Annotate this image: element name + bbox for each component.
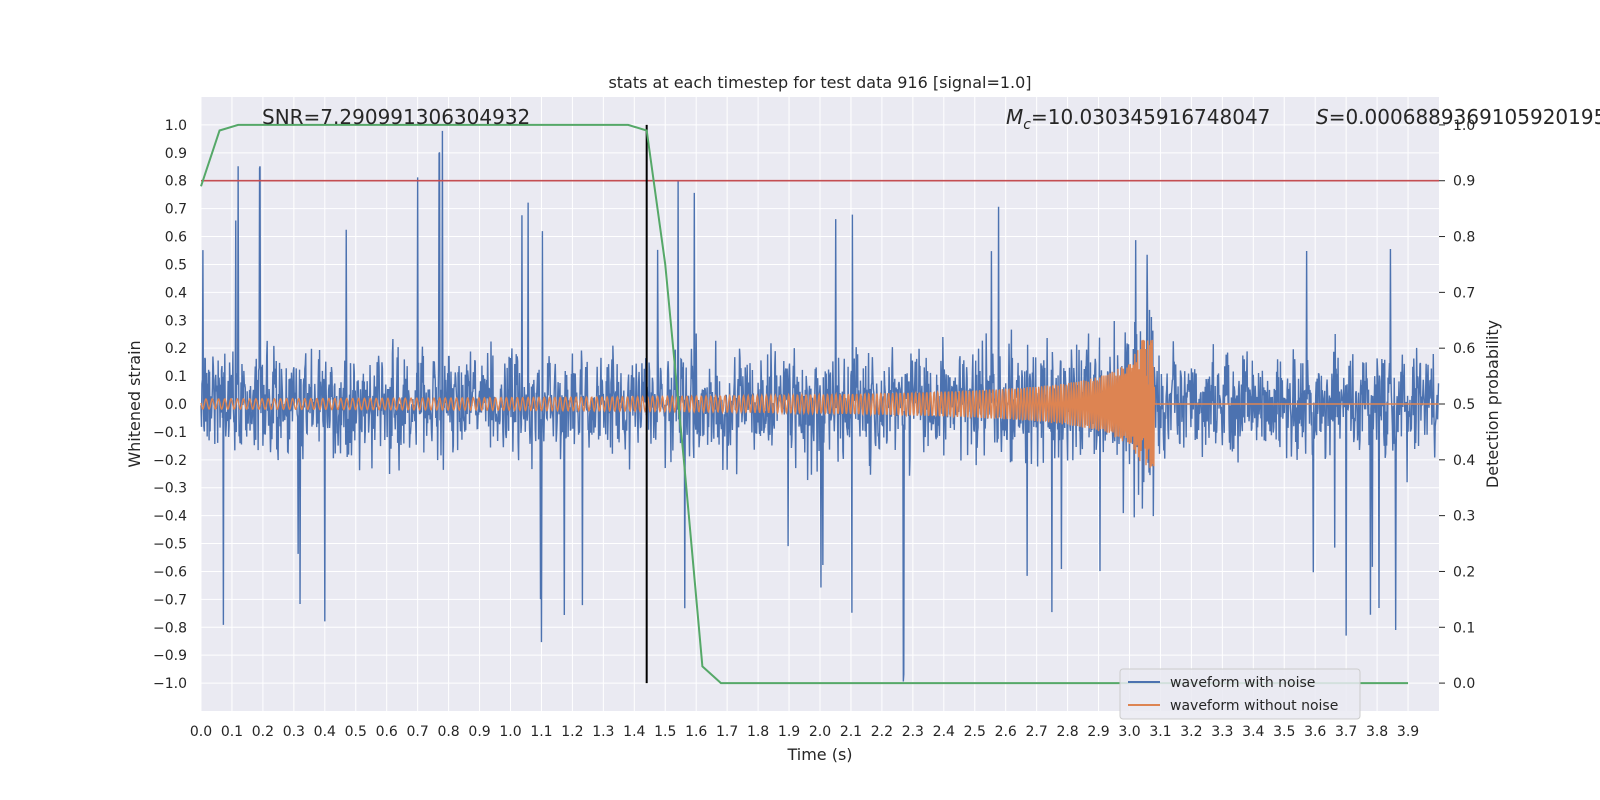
x-tick-label: 3.6: [1304, 724, 1326, 740]
y-tick-label-left: 0.7: [165, 202, 187, 218]
x-tick-label: 2.0: [809, 724, 831, 740]
x-tick-label: 2.6: [995, 724, 1017, 740]
x-tick-label: 0.2: [252, 724, 274, 740]
waveform-without-noise-line: [200, 339, 1439, 468]
legend: waveform with noise waveform without noi…: [1119, 668, 1361, 720]
y-tick-label-left: −0.7: [153, 592, 187, 608]
y-tick-label-right: 0.3: [1453, 509, 1475, 525]
x-tick-label: 3.8: [1366, 724, 1388, 740]
y-tick-label-left: −0.8: [153, 620, 187, 636]
y-tick-label-right: 0.5: [1453, 397, 1475, 413]
x-tick-label: 0.9: [468, 724, 490, 740]
y-tick-label-left: 0.0: [165, 397, 187, 413]
x-tick-label: 3.9: [1397, 724, 1419, 740]
mc-value: =10.030345916748047: [1031, 105, 1270, 129]
x-tick-label: 0.0: [190, 724, 212, 740]
y-tick-label-left: 0.3: [165, 313, 187, 329]
x-tick-label: 1.8: [747, 724, 769, 740]
y-tick-label-left: −1.0: [153, 676, 187, 692]
x-tick-label: 3.4: [1242, 724, 1264, 740]
y-axis-label-left: Whitened strain: [125, 340, 144, 467]
x-tick-label: 1.7: [716, 724, 738, 740]
y-tick-label-left: −0.9: [153, 648, 187, 664]
x-tick-label: 2.7: [1026, 724, 1048, 740]
legend-label-noise: waveform with noise: [1170, 675, 1315, 691]
y-tick-label-left: 0.1: [165, 369, 187, 385]
y-tick-label-left: −0.6: [153, 564, 187, 580]
x-tick-label: 2.8: [1056, 724, 1078, 740]
y-tick-label-left: 0.2: [165, 341, 187, 357]
y-tick-label-left: 0.8: [165, 174, 187, 190]
x-tick-label: 3.5: [1273, 724, 1295, 740]
waveform-with-noise-line: [200, 130, 1440, 682]
x-tick-label: 2.9: [1087, 724, 1109, 740]
detection-probability-line: [200, 123, 1409, 685]
x-tick-label: 1.2: [561, 724, 583, 740]
x-tick-label: 0.7: [407, 724, 429, 740]
x-tick-label: 1.4: [623, 724, 645, 740]
waveform-without-noise-series: [200, 339, 1439, 468]
x-tick-label: 3.0: [1118, 724, 1140, 740]
x-tick-label: 1.9: [778, 724, 800, 740]
y-tick-label-right: 1.0: [1453, 118, 1475, 134]
legend-box: [1119, 668, 1361, 720]
x-tick-label: 2.4: [933, 724, 955, 740]
x-tick-label: 0.4: [314, 724, 336, 740]
s-label: S: [1316, 105, 1329, 129]
x-tick-label: 1.0: [499, 724, 521, 740]
y-tick-label-right: 0.7: [1453, 285, 1475, 301]
waveform-with-noise-series: [200, 130, 1440, 682]
y-tick-label-left: −0.4: [153, 509, 187, 525]
s-annotation: S=0.0006889369105920195: [1316, 105, 1600, 129]
x-tick-label: 3.3: [1211, 724, 1233, 740]
overlays: [200, 123, 1439, 685]
s-value: =0.0006889369105920195: [1329, 105, 1600, 129]
x-tick-label: 2.2: [871, 724, 893, 740]
x-tick-label: 2.3: [902, 724, 924, 740]
x-tick-label: 0.8: [437, 724, 459, 740]
y-tick-label-left: 1.0: [165, 118, 187, 134]
x-tick-label: 0.5: [345, 724, 367, 740]
x-tick-label: 0.3: [283, 724, 305, 740]
y-tick-label-left: −0.2: [153, 453, 187, 469]
mc-label: M: [1006, 105, 1023, 129]
tick-labels: 0.0 0.1 0.2 0.3 0.4 0.5 0.6 0.7 0.8 0.9 1.0 1.1 1.2 1…: [153, 118, 1475, 740]
y-tick-label-right: 0.9: [1453, 174, 1475, 190]
legend-label-clean: waveform without noise: [1170, 698, 1338, 714]
y-tick-label-right: 0.4: [1453, 453, 1475, 469]
y-tick-label-left: 0.5: [165, 257, 187, 273]
x-axis-label: Time (s): [786, 745, 852, 764]
y-tick-label-right: 0.0: [1453, 676, 1475, 692]
y-tick-label-left: 0.9: [165, 146, 187, 162]
x-tick-label: 0.6: [376, 724, 398, 740]
y-tick-label-left: 0.6: [165, 230, 187, 246]
y-tick-label-right: 0.2: [1453, 564, 1475, 580]
x-tick-label: 3.1: [1149, 724, 1171, 740]
x-tick-label: 1.1: [530, 724, 552, 740]
x-tick-label: 1.6: [685, 724, 707, 740]
y-tick-label-right: 0.1: [1453, 620, 1475, 636]
y-tick-label-left: −0.5: [153, 537, 187, 553]
x-tick-label: 3.2: [1180, 724, 1202, 740]
y-tick-label-right: 0.8: [1453, 230, 1475, 246]
chirp-mass-annotation: Mc=10.030345916748047: [1006, 105, 1270, 133]
y-tick-label-left: 0.4: [165, 285, 187, 301]
y-tick-label-right: 0.6: [1453, 341, 1475, 357]
chart-title: stats at each timestep for test data 916…: [608, 73, 1031, 92]
x-tick-label: 2.5: [964, 724, 986, 740]
y-tick-label-left: −0.1: [153, 425, 187, 441]
x-tick-label: 1.3: [592, 724, 614, 740]
y-tick-label-left: −0.3: [153, 481, 187, 497]
y-axis-label-right: Detection probability: [1483, 320, 1502, 488]
x-tick-label: 2.1: [840, 724, 862, 740]
x-tick-label: 1.5: [654, 724, 676, 740]
mc-subscript: c: [1023, 117, 1031, 133]
x-tick-label: 0.1: [221, 724, 243, 740]
snr-annotation: SNR=7.290991306304932: [262, 105, 530, 129]
x-tick-label: 3.7: [1335, 724, 1357, 740]
